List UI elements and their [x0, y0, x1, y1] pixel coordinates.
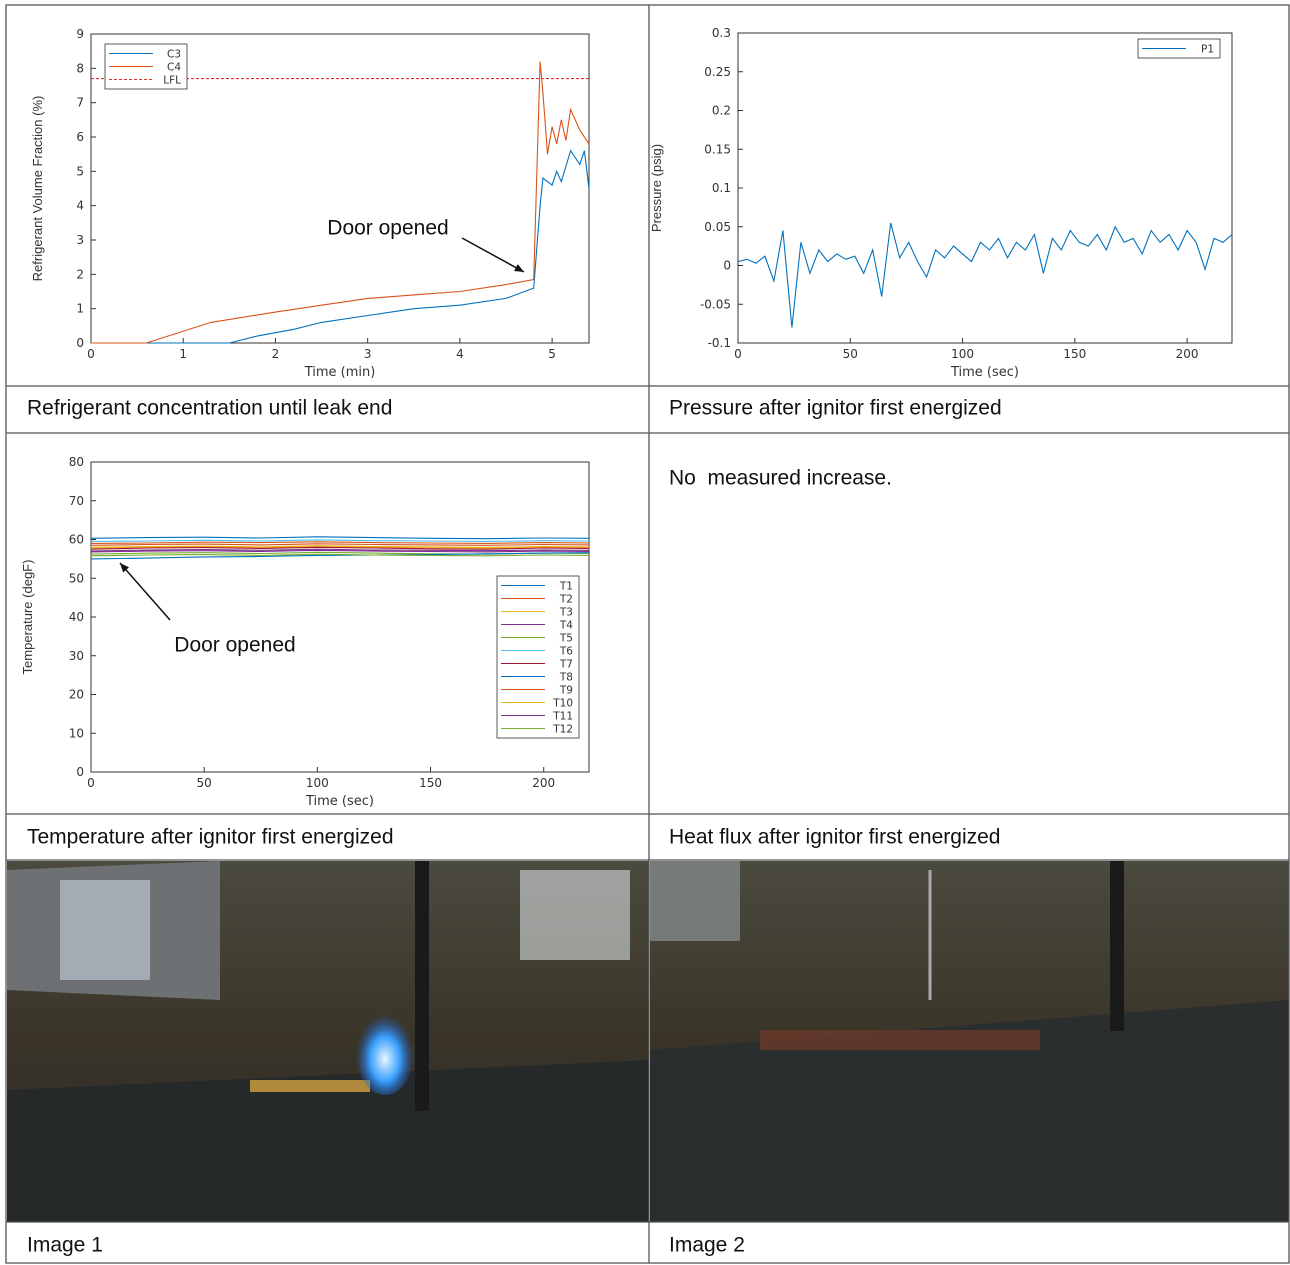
note: No measured increase. — [669, 467, 892, 490]
photo-2 — [650, 861, 1289, 1222]
x-tick-label: 50 — [197, 776, 212, 790]
caption: Temperature after ignitor first energize… — [27, 826, 394, 849]
x-tick-label: 100 — [951, 347, 974, 361]
data-line — [90, 545, 590, 549]
y-axis-label: Pressure (psig) — [649, 144, 664, 232]
data-line — [90, 536, 590, 540]
legend-label: T10 — [552, 698, 573, 710]
y-tick-label: 6 — [76, 130, 84, 144]
x-tick-label: 200 — [532, 776, 555, 790]
caption: Pressure after ignitor first energized — [669, 397, 1002, 420]
annotation-arrow — [119, 562, 171, 621]
legend-label: T3 — [559, 607, 573, 619]
legend-label: P1 — [1201, 44, 1214, 56]
y-tick-label: 30 — [69, 649, 84, 663]
y-axis-label: Refrigerant Volume Fraction (%) — [30, 96, 45, 282]
y-tick-label: 3 — [76, 233, 84, 247]
data-line — [90, 553, 590, 557]
x-tick-label: 2 — [272, 347, 280, 361]
x-tick-label: 150 — [1063, 347, 1086, 361]
y-tick-label: -0.05 — [700, 297, 731, 311]
y-tick-label: 20 — [69, 688, 84, 702]
y-tick-label: 2 — [76, 267, 84, 281]
y-axis-label: Temperature (degF) — [20, 560, 35, 675]
y-tick-label: 0.15 — [704, 142, 731, 156]
legend-label: T11 — [552, 711, 573, 723]
plot-frame — [737, 32, 1233, 344]
legend-label: C4 — [167, 62, 181, 74]
y-tick-label: 7 — [76, 96, 84, 110]
y-tick-label: 0.1 — [712, 181, 731, 195]
y-tick-label: 0.3 — [712, 26, 731, 40]
data-line — [91, 61, 590, 344]
y-tick-label: -0.1 — [708, 336, 731, 350]
annotation: Door opened — [174, 634, 295, 657]
caption: Heat flux after ignitor first energized — [669, 826, 1001, 849]
annotation-arrow — [461, 237, 525, 273]
data-line — [90, 549, 590, 553]
y-tick-label: 0 — [723, 259, 731, 273]
data-line — [91, 149, 590, 344]
x-tick-label: 3 — [364, 347, 372, 361]
x-tick-label: 0 — [734, 347, 742, 361]
x-axis-label: Time (sec) — [950, 365, 1019, 380]
data-line — [90, 541, 590, 544]
y-tick-label: 9 — [76, 27, 84, 41]
y-tick-label: 5 — [76, 164, 84, 178]
x-axis-label: Time (min) — [304, 365, 376, 380]
y-tick-label: 0.2 — [712, 104, 731, 118]
annotation-arrowhead — [514, 264, 524, 272]
y-tick-label: 60 — [69, 533, 84, 547]
data-line — [737, 222, 1233, 328]
data-line — [90, 548, 590, 552]
x-tick-label: 0 — [87, 347, 95, 361]
photo-1 — [7, 861, 649, 1222]
legend-label: T2 — [559, 594, 573, 606]
legend-label: T5 — [559, 633, 573, 645]
x-tick-label: 50 — [843, 347, 858, 361]
legend-label: C3 — [167, 49, 181, 61]
caption: Refrigerant concentration until leak end — [27, 397, 392, 420]
y-tick-label: 8 — [76, 61, 84, 75]
caption: Image 2 — [669, 1234, 745, 1257]
y-tick-label: 0.05 — [704, 220, 731, 234]
x-tick-label: 1 — [179, 347, 187, 361]
legend-box — [496, 575, 580, 739]
x-tick-label: 200 — [1176, 347, 1199, 361]
legend-label: T8 — [559, 672, 573, 684]
y-tick-label: 80 — [69, 455, 84, 469]
legend-label: T4 — [559, 620, 573, 632]
y-tick-label: 40 — [69, 610, 84, 624]
annotation: Door opened — [327, 217, 448, 240]
y-tick-label: 0 — [76, 336, 84, 350]
x-tick-label: 150 — [419, 776, 442, 790]
annotation-arrowhead — [120, 563, 130, 573]
data-line — [90, 546, 590, 550]
data-line — [90, 552, 590, 560]
y-tick-label: 0.25 — [704, 65, 731, 79]
data-line — [90, 539, 590, 542]
legend-label: T9 — [559, 685, 573, 697]
y-tick-label: 0 — [76, 765, 84, 779]
data-line — [90, 545, 590, 548]
x-tick-label: 5 — [548, 347, 556, 361]
legend-label: T1 — [559, 581, 573, 593]
y-tick-label: 4 — [76, 199, 84, 213]
y-tick-label: 50 — [69, 571, 84, 585]
table-grid — [5, 4, 1290, 1264]
data-line — [90, 543, 590, 546]
x-axis-label: Time (sec) — [305, 794, 374, 809]
x-tick-label: 0 — [87, 776, 95, 790]
x-tick-label: 4 — [456, 347, 464, 361]
legend-label: T7 — [559, 659, 573, 671]
y-tick-label: 10 — [69, 726, 84, 740]
caption: Image 1 — [27, 1234, 103, 1257]
y-tick-label: 70 — [69, 494, 84, 508]
legend-label: T12 — [552, 724, 573, 736]
legend-label: LFL — [163, 75, 181, 87]
legend-label: T6 — [559, 646, 573, 658]
x-tick-label: 100 — [306, 776, 329, 790]
y-tick-label: 1 — [76, 302, 84, 316]
